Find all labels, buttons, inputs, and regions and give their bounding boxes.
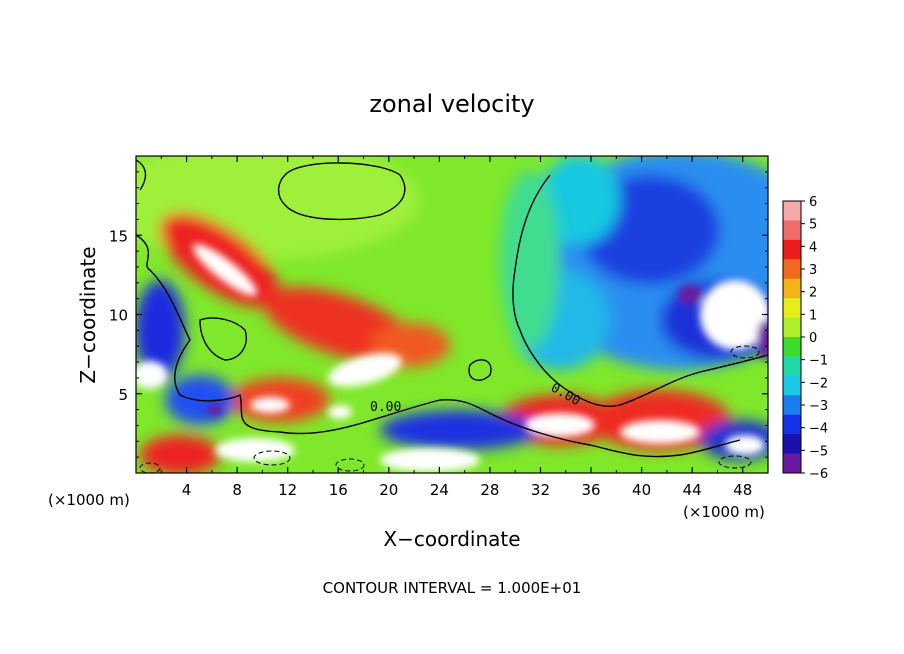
colorbar-swatch: [783, 220, 801, 241]
x-tick-label: 36: [581, 481, 600, 499]
x-tick-label: 20: [379, 481, 398, 499]
colorbar-swatch: [783, 434, 801, 455]
colorbar-label: −3: [809, 399, 828, 414]
x-tick-label: 40: [632, 481, 651, 499]
colorbar-swatch: [783, 414, 801, 435]
contour-label: 0.00: [370, 400, 401, 415]
colorbar-swatch: [783, 395, 801, 416]
colorbar-label: −6: [809, 467, 828, 482]
colorbar-swatch: [783, 375, 801, 396]
colorbar-swatch: [783, 356, 801, 377]
y-tick-label: 15: [109, 227, 128, 245]
footer-contour-interval: CONTOUR INTERVAL = 1.000E+01: [323, 579, 582, 597]
zero-contours: [136, 159, 768, 458]
colorbar-label: 6: [809, 195, 817, 210]
colorbar-label: 0: [809, 331, 817, 346]
colorbar-label: 2: [809, 286, 817, 301]
x-unit-right: (×1000 m): [683, 503, 765, 521]
negative-contours: [139, 345, 760, 473]
x-tick-label: 4: [182, 481, 192, 499]
colorbar-swatch: [783, 337, 801, 357]
colorbar-label: 4: [809, 240, 817, 255]
x-tick-label: 16: [329, 481, 348, 499]
colorbar-label: 3: [809, 263, 817, 278]
y-axis: 5 10 15: [109, 171, 768, 458]
colorbar-swatch: [783, 298, 801, 319]
colorbar-label: −5: [809, 444, 828, 459]
colorbar-label: −2: [809, 376, 828, 391]
colorbar-swatch: [783, 317, 801, 338]
colorbar-swatch: [783, 201, 801, 221]
y-axis-label: Z−coordinate: [76, 246, 100, 383]
y-tick-label: 5: [118, 386, 128, 404]
x-tick-label: 24: [430, 481, 449, 499]
heatmap-field: [136, 156, 768, 473]
chart-title: zonal velocity: [369, 90, 534, 118]
colorbar-label: −4: [809, 422, 828, 437]
x-axis: 4 8 12 16 20 24 28 32 36 40 44 48: [160, 156, 752, 499]
colorbar-swatch: [783, 259, 801, 280]
x-tick-label: 12: [278, 481, 297, 499]
x-tick-label: 8: [232, 481, 242, 499]
colorbar-swatch: [783, 453, 801, 474]
colorbar-label: 1: [809, 308, 817, 323]
x-tick-label: 48: [733, 481, 752, 499]
colorbar: 6 5 4 3 2 1 0 −1 −2 −3 −4 −5 −6: [782, 195, 828, 482]
colorbar-label: 5: [809, 218, 817, 233]
x-tick-label: 44: [683, 481, 702, 499]
x-tick-label: 28: [480, 481, 499, 499]
colorbar-swatch: [783, 278, 801, 299]
colorbar-label: −1: [809, 354, 828, 369]
x-tick-label: 32: [531, 481, 550, 499]
colorbar-swatch: [783, 239, 801, 260]
x-unit-left: (×1000 m): [48, 491, 130, 509]
x-axis-label: X−coordinate: [383, 527, 520, 551]
y-tick-label: 10: [109, 307, 128, 325]
